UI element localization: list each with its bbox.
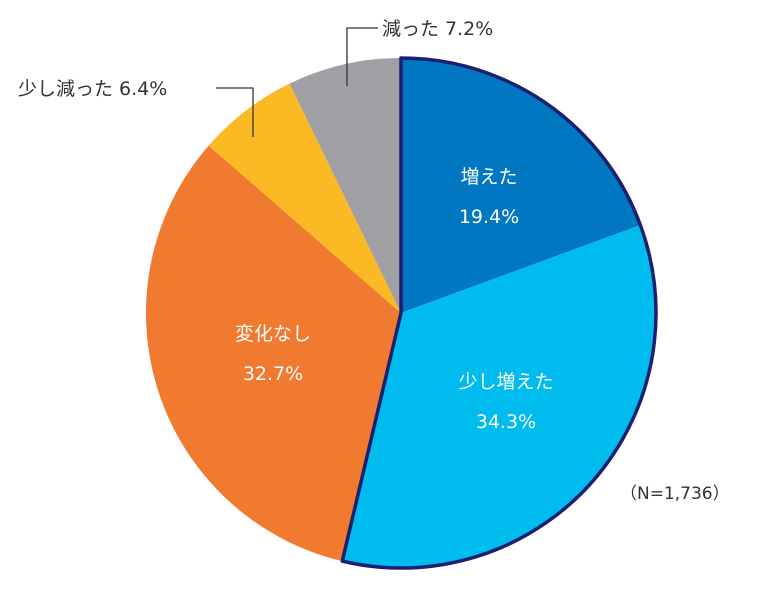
sample-size-note: （N=1,736） bbox=[620, 484, 730, 504]
slice-value-label: 34.3% bbox=[476, 411, 536, 433]
slice-category-label: 少し増えた bbox=[458, 371, 553, 393]
leader-line-slightly-decreased bbox=[216, 87, 254, 137]
slice-labels: 増えた 19.4% 少し増えた 34.3% 変化なし 32.7% bbox=[235, 166, 554, 433]
slice-category-label: 変化なし bbox=[235, 323, 311, 345]
pie-slice bbox=[342, 225, 656, 568]
pie-slice bbox=[145, 145, 401, 562]
leader-line-decreased bbox=[346, 27, 378, 86]
label-decreased: 減った 7.2% bbox=[382, 18, 494, 40]
slice-value-label: 19.4% bbox=[459, 206, 519, 228]
pie-slices bbox=[145, 58, 656, 568]
slice-category-label: 増えた bbox=[460, 166, 517, 188]
pie-slice bbox=[208, 83, 401, 313]
pie-slice bbox=[289, 58, 401, 313]
pie-slice bbox=[401, 58, 641, 313]
increase-outline bbox=[340, 56, 658, 570]
slice-value-label: 32.7% bbox=[243, 363, 303, 385]
highlight-outline bbox=[340, 56, 658, 570]
label-slightly-decreased: 少し減った 6.4% bbox=[18, 78, 168, 100]
